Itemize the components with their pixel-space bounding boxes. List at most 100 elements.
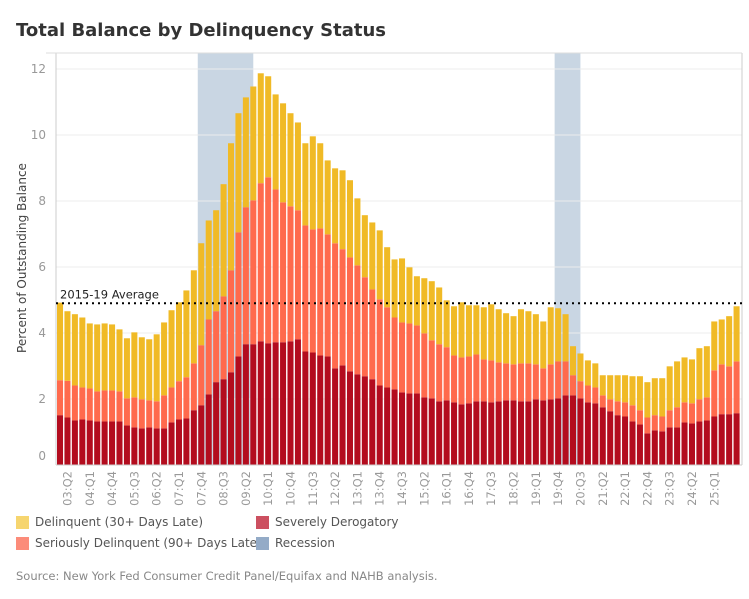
legend-item-delinquent: Delinquent (30+ Days Late): [16, 515, 203, 529]
bar-segment: [332, 168, 339, 244]
bar-segment: [458, 302, 465, 358]
bar-segment: [413, 325, 420, 394]
bar-segment: [480, 359, 487, 402]
bar-segment: [220, 296, 227, 380]
bar-segment: [570, 346, 577, 376]
x-tick-label: 25:Q1: [707, 471, 721, 506]
bar-segment: [599, 407, 606, 465]
bar-segment: [354, 198, 361, 266]
bar-segment: [458, 357, 465, 405]
bar-segment: [421, 278, 428, 334]
bar-segment: [622, 416, 629, 465]
bar-segment: [86, 388, 93, 421]
bar-segment: [674, 361, 681, 408]
bar-segment: [294, 210, 301, 340]
bar-segment: [205, 394, 212, 465]
bar-segment: [651, 415, 658, 431]
bar-segment: [436, 287, 443, 345]
bar-segment: [324, 356, 331, 465]
bar-segment: [346, 180, 353, 258]
bar-segment: [242, 344, 249, 465]
bar-segment: [555, 398, 562, 465]
bar-segment: [123, 338, 130, 399]
bar-segment: [510, 364, 517, 401]
bar-segment: [517, 401, 524, 465]
bar-segment: [584, 385, 591, 403]
bar-segment: [562, 314, 569, 362]
bar-segment: [495, 401, 502, 465]
bar-segment: [205, 319, 212, 395]
bar-segment: [138, 399, 145, 429]
bars: [57, 73, 740, 465]
x-tick-label: 14:Q3: [395, 471, 409, 506]
bar-segment: [168, 310, 175, 388]
bar-segment: [726, 366, 733, 415]
bar-segment: [659, 416, 666, 432]
legend-label: Severely Derogatory: [275, 515, 399, 529]
bar-segment: [406, 267, 413, 324]
bar-segment: [198, 243, 205, 346]
bar-segment: [666, 366, 673, 411]
bar-segment: [688, 423, 695, 465]
bar-segment: [629, 421, 636, 465]
bar-segment: [272, 94, 279, 190]
bar-segment: [733, 306, 740, 362]
bar-segment: [681, 422, 688, 465]
bar-segment: [146, 339, 153, 401]
bar-segment: [733, 361, 740, 414]
bar-segment: [718, 414, 725, 465]
bar-segment: [228, 372, 235, 465]
bar-segment: [86, 420, 93, 465]
legend-swatch: [256, 515, 269, 529]
bar-segment: [287, 206, 294, 342]
bar-segment: [436, 344, 443, 402]
bar-segment: [302, 143, 309, 226]
bar-segment: [64, 417, 71, 465]
x-tick-label: 22:Q1: [618, 471, 632, 506]
bar-segment: [428, 281, 435, 341]
bar-segment: [510, 316, 517, 365]
bar-segment: [354, 374, 361, 465]
bar-segment: [510, 400, 517, 465]
bar-segment: [250, 200, 257, 345]
bar-segment: [361, 376, 368, 465]
bar-segment: [57, 302, 64, 381]
bar-segment: [607, 375, 614, 400]
bar-segment: [205, 220, 212, 320]
bar-segment: [131, 332, 138, 398]
bar-segment: [674, 407, 681, 428]
bar-segment: [168, 422, 175, 465]
bar-segment: [540, 368, 547, 401]
bar-segment: [488, 360, 495, 403]
bar-segment: [525, 311, 532, 364]
bar-segment: [696, 348, 703, 400]
bar-segment: [465, 305, 472, 357]
x-tick-label: 10:Q4: [283, 471, 297, 506]
bar-segment: [79, 317, 86, 388]
bar-segment: [421, 333, 428, 398]
bar-segment: [339, 249, 346, 366]
bar-segment: [384, 307, 391, 388]
bar-segment: [391, 317, 398, 390]
legend-swatch: [256, 536, 269, 550]
bar-segment: [309, 136, 316, 230]
y-tick-label: 2: [38, 392, 46, 406]
bar-segment: [346, 257, 353, 372]
bar-segment: [272, 342, 279, 465]
bar-segment: [599, 375, 606, 396]
bar-segment: [451, 402, 458, 465]
bar-segment: [153, 401, 160, 429]
bar-segment: [250, 86, 257, 201]
bar-segment: [525, 363, 532, 402]
bar-segment: [71, 420, 78, 465]
bar-segment: [644, 382, 651, 418]
bar-segment: [324, 234, 331, 357]
bar-segment: [138, 337, 145, 400]
bar-segment: [525, 401, 532, 465]
x-tick-label: 10:Q1: [261, 471, 275, 506]
bar-segment: [332, 368, 339, 465]
bar-segment: [480, 401, 487, 465]
x-tick-label: 12:Q2: [328, 471, 342, 506]
bar-segment: [443, 300, 450, 348]
bar-segment: [555, 308, 562, 362]
